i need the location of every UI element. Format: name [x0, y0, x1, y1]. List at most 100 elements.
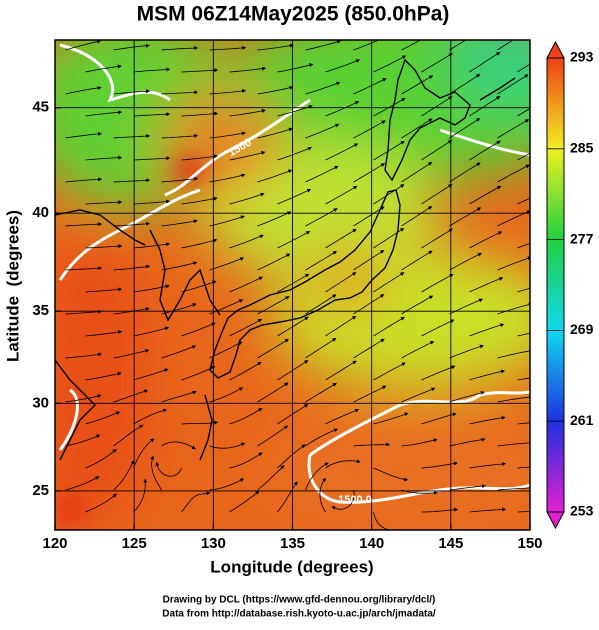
streamline	[85, 371, 122, 381]
streamline	[209, 215, 245, 227]
streamline	[229, 452, 263, 469]
streamline	[181, 238, 218, 249]
x-tick-label: 125	[122, 535, 147, 552]
streamline	[449, 252, 483, 271]
y-tick-label: 45	[32, 99, 49, 116]
streamline	[229, 319, 263, 337]
streamline	[373, 140, 405, 161]
streamline	[469, 323, 505, 337]
streamline	[85, 411, 121, 425]
streamline	[449, 437, 486, 447]
x-tick-label: 150	[517, 535, 542, 552]
streamline	[229, 276, 263, 293]
streamline	[257, 85, 294, 95]
streamline	[325, 360, 357, 381]
streamline	[373, 227, 405, 249]
grid	[54, 40, 531, 530]
streamline	[331, 489, 355, 510]
streamline	[133, 156, 171, 161]
streamline	[229, 361, 262, 381]
streamline	[181, 154, 218, 161]
streamline	[133, 326, 170, 337]
streamline	[517, 287, 530, 293]
streamline	[181, 196, 218, 205]
streamline	[517, 377, 530, 381]
streamline	[497, 302, 530, 315]
streamline	[373, 511, 401, 530]
streamline	[401, 118, 433, 139]
streamline	[517, 152, 530, 161]
credit: Drawing by DCL (https://www.gfd-dennou.o…	[163, 595, 436, 606]
streamline	[161, 133, 199, 139]
streamline	[469, 96, 501, 117]
streamline	[229, 192, 265, 205]
streamline	[65, 131, 102, 139]
streamline	[229, 150, 266, 161]
streamline	[85, 329, 122, 337]
streamline	[113, 389, 149, 403]
streamline	[373, 467, 409, 482]
streamline	[65, 40, 102, 51]
streamline	[325, 185, 358, 205]
streamline	[353, 338, 385, 359]
streamline	[161, 261, 198, 271]
streamline	[209, 45, 247, 51]
streamline	[133, 67, 171, 73]
streamline	[469, 462, 506, 469]
streamline	[209, 131, 246, 139]
streamline	[181, 366, 216, 381]
streamline	[257, 253, 291, 271]
streamline	[497, 348, 530, 359]
streamline	[305, 428, 338, 447]
streamline	[353, 206, 385, 227]
streamline	[401, 206, 433, 227]
streamline	[65, 266, 103, 271]
streamline	[113, 134, 151, 139]
streamline	[161, 390, 197, 403]
streamline	[133, 438, 155, 469]
streamline	[229, 66, 266, 73]
streamline	[305, 40, 342, 51]
streamline	[305, 462, 329, 491]
streamline	[421, 96, 453, 117]
streamline	[421, 412, 457, 425]
streamline	[469, 277, 504, 293]
streamline	[161, 46, 199, 51]
streamline	[517, 422, 530, 425]
streamline	[257, 425, 289, 447]
streamline	[421, 139, 453, 161]
streamline	[161, 303, 197, 315]
streamline	[181, 68, 219, 73]
streamline	[209, 299, 244, 315]
streamline	[353, 120, 386, 139]
streamline	[325, 408, 360, 425]
streamline	[325, 143, 359, 161]
credit: Data from http://database.rish.kyoto-u.a…	[162, 609, 436, 620]
streamline	[85, 448, 117, 469]
streamline	[449, 207, 482, 227]
streamline	[353, 78, 387, 95]
streamline	[65, 434, 101, 447]
colorbar-scale	[546, 57, 565, 513]
streamline	[421, 274, 454, 293]
streamline	[319, 477, 326, 513]
streamline	[469, 140, 501, 161]
streamline	[181, 322, 216, 337]
colorbar-extend-top	[546, 40, 565, 59]
streamline	[421, 507, 459, 513]
streamline	[353, 385, 387, 403]
streamline	[113, 89, 151, 95]
x-tick-label: 135	[280, 535, 305, 552]
contour-label: 1500.0	[338, 494, 372, 506]
streamline	[421, 319, 455, 337]
streamline	[373, 272, 405, 293]
streamline	[65, 476, 100, 491]
streamline	[229, 234, 264, 249]
streamline	[305, 382, 337, 403]
colorbar-tick-label: 269	[570, 321, 594, 337]
streamline	[161, 219, 198, 227]
streamline	[257, 382, 289, 403]
streamline	[209, 173, 246, 183]
streamline	[449, 344, 484, 359]
